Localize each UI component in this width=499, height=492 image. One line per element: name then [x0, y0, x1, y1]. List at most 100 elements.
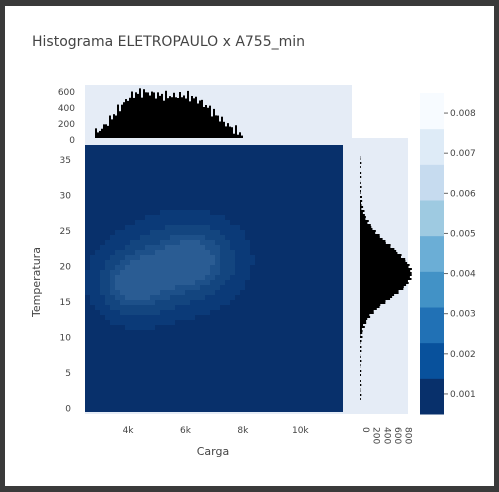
- top-hist-bar: [165, 90, 167, 140]
- right-hist-bar: [360, 202, 361, 204]
- density-cell: [200, 305, 205, 310]
- density-cell: [115, 250, 120, 255]
- density-cell: [165, 310, 170, 315]
- density-cell: [110, 240, 115, 245]
- right-hist-bar: [360, 182, 361, 184]
- right-hist-bar: [360, 166, 361, 168]
- top-hist-bar: [147, 92, 149, 140]
- density-cell: [105, 310, 110, 315]
- top-hist-bar: [137, 93, 139, 140]
- density-cell: [175, 265, 180, 270]
- density-cell: [140, 265, 145, 270]
- density-cell: [95, 290, 100, 295]
- density-cell: [130, 295, 135, 300]
- top-hist-bar: [179, 92, 181, 140]
- density-cell: [165, 280, 170, 285]
- right-hist-bar: [360, 204, 362, 206]
- density-cell: [110, 295, 115, 300]
- density-cell: [230, 295, 235, 300]
- top-hist-bar: [197, 103, 199, 140]
- density-cell: [205, 235, 210, 240]
- density-cell: [125, 245, 130, 250]
- density-cell: [190, 220, 195, 225]
- density-cell: [190, 275, 195, 280]
- right-hist-bar: [360, 302, 386, 304]
- density-cell: [125, 275, 130, 280]
- density-cell: [85, 290, 90, 295]
- density-cell: [155, 310, 160, 315]
- density-cell: [225, 280, 230, 285]
- right-hist-bar: [360, 340, 362, 342]
- top-hist-bar: [163, 100, 165, 140]
- top-hist-bar: [129, 97, 131, 140]
- density-cell: [210, 220, 215, 225]
- density-cell: [105, 315, 110, 320]
- density-cell: [115, 295, 120, 300]
- y-tick-label: 30: [60, 191, 72, 201]
- density-cell: [150, 245, 155, 250]
- top-histogram-ticks: 0 200 400 600: [58, 88, 75, 146]
- density-cell: [210, 215, 215, 220]
- density-cell: [130, 310, 135, 315]
- right-hist-bar: [360, 332, 363, 334]
- density-cell: [110, 285, 115, 290]
- right-hist-bar: [360, 290, 399, 292]
- density-cell: [145, 320, 150, 325]
- density-cell: [125, 270, 130, 275]
- right-histogram-bars: [360, 156, 412, 400]
- density-cell: [130, 265, 135, 270]
- density-cell: [140, 285, 145, 290]
- right-hist-bar: [360, 312, 374, 314]
- density-cell: [120, 260, 125, 265]
- density-cell: [135, 315, 140, 320]
- density-cell: [225, 285, 230, 290]
- top-hist-tick-label: 0: [69, 136, 75, 146]
- density-cell: [195, 255, 200, 260]
- right-hist-bar: [360, 360, 362, 362]
- density-cell: [240, 265, 245, 270]
- density-cell: [145, 280, 150, 285]
- density-cell: [245, 240, 250, 245]
- right-hist-bar: [360, 212, 363, 214]
- density-cell: [135, 310, 140, 315]
- right-hist-bar: [360, 292, 399, 294]
- density-cell: [190, 230, 195, 235]
- density-cell: [140, 305, 145, 310]
- density-cell: [160, 270, 165, 275]
- right-hist-bar: [360, 284, 407, 286]
- density-cell: [175, 260, 180, 265]
- top-hist-bar: [97, 132, 99, 140]
- density-cell: [210, 230, 215, 235]
- density-cell: [200, 300, 205, 305]
- density-cell: [220, 255, 225, 260]
- density-cell: [185, 225, 190, 230]
- top-hist-bar: [143, 89, 145, 140]
- density-cell: [155, 225, 160, 230]
- density-cell: [210, 250, 215, 255]
- density-cell: [170, 225, 175, 230]
- density-cell: [180, 265, 185, 270]
- colorbar-tick-label: 0.008: [450, 109, 476, 119]
- density-cell: [130, 315, 135, 320]
- density-cell: [185, 255, 190, 260]
- top-hist-bar: [237, 134, 239, 140]
- density-cell: [205, 260, 210, 265]
- density-cell: [125, 260, 130, 265]
- density-cell: [220, 220, 225, 225]
- density-cell: [130, 225, 135, 230]
- density-cell: [180, 285, 185, 290]
- right-hist-bar: [360, 242, 386, 244]
- density-cell: [210, 280, 215, 285]
- density-cell: [240, 240, 245, 245]
- top-hist-bar: [225, 126, 227, 140]
- density-cell: [135, 245, 140, 250]
- density-cell: [130, 290, 135, 295]
- density-cell: [145, 230, 150, 235]
- density-cell: [140, 315, 145, 320]
- density-cell: [215, 295, 220, 300]
- chart-svg: Histograma ELETROPAULO x A755_min 020040…: [30, 34, 476, 458]
- right-hist-bar: [360, 176, 362, 178]
- density-cell: [130, 235, 135, 240]
- density-cell: [160, 280, 165, 285]
- top-hist-bar: [219, 121, 221, 140]
